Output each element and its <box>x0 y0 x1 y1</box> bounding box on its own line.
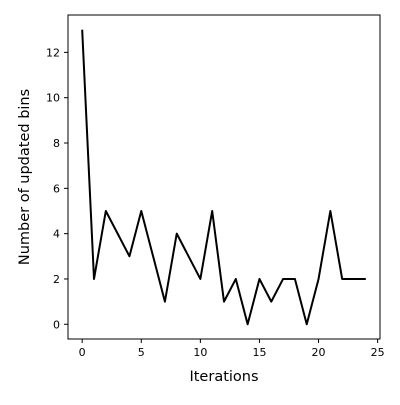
x-axis-ticks: 0 5 10 15 20 25 <box>79 339 385 359</box>
x-tick-label: 0 <box>79 346 86 359</box>
x-tick-label: 25 <box>371 346 385 359</box>
y-tick-label: 0 <box>53 318 60 331</box>
x-tick-label: 10 <box>193 346 207 359</box>
x-axis-title: Iterations <box>189 369 258 385</box>
x-tick-label: 5 <box>138 346 145 359</box>
y-axis-title: Number of updated bins <box>17 89 33 265</box>
y-tick-label: 2 <box>53 273 60 286</box>
series-layer <box>81 29 366 326</box>
y-tick-label: 6 <box>53 182 60 195</box>
y-axis-ticks: 0 2 4 6 8 10 12 <box>46 46 68 331</box>
plot-area-frame <box>67 14 381 340</box>
y-tick-label: 10 <box>46 92 60 105</box>
y-tick-label: 12 <box>46 46 60 59</box>
y-tick-label: 8 <box>53 137 60 150</box>
x-tick-label: 15 <box>252 346 266 359</box>
series-line <box>81 29 366 326</box>
y-tick-label: 4 <box>53 228 60 241</box>
x-tick-label: 20 <box>312 346 326 359</box>
